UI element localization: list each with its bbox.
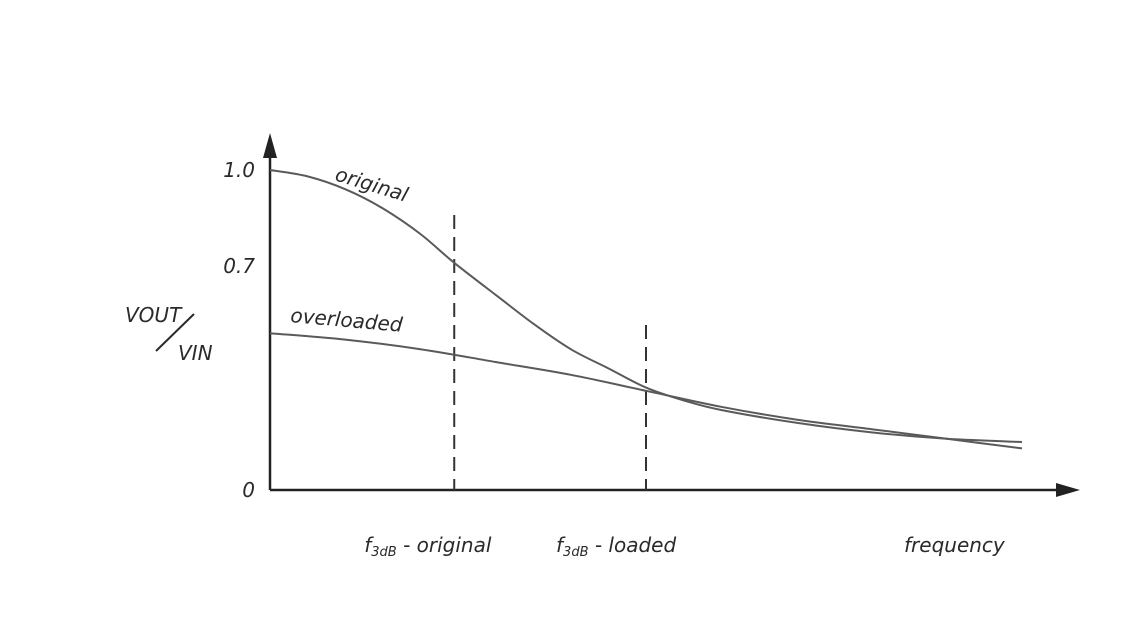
- y-tick-label: 0.7: [223, 254, 255, 278]
- series-line-overloaded: [269, 332, 1023, 450]
- y-axis-label: VOUT VIN: [125, 303, 213, 365]
- series-line-original: [269, 169, 1023, 443]
- y-tick-group: 0 0.7 1.0: [223, 158, 255, 502]
- y-axis-arrowhead: [263, 133, 277, 158]
- marker-group: f3dB - original f3dB - loaded: [364, 215, 676, 560]
- series-label-original: original: [333, 162, 412, 207]
- marker-label-f3dB-original: f3dB - original: [364, 533, 492, 560]
- series-label-overloaded: overloaded: [290, 303, 404, 337]
- y-axis-label-slash: [155, 313, 195, 352]
- series-group: [269, 169, 1023, 450]
- label-group: original overloaded frequency VOUT VIN: [125, 162, 1006, 557]
- y-tick-label: 1.0: [223, 158, 255, 182]
- x-axis-label: frequency: [904, 533, 1006, 557]
- axes: [263, 133, 1080, 497]
- y-axis-label-numerator: VOUT: [125, 303, 183, 327]
- marker-label-f3dB-loaded: f3dB - loaded: [556, 533, 676, 560]
- y-tick-label: 0: [242, 478, 255, 502]
- y-axis-label-denominator: VIN: [178, 341, 213, 365]
- x-axis-arrowhead: [1056, 483, 1080, 497]
